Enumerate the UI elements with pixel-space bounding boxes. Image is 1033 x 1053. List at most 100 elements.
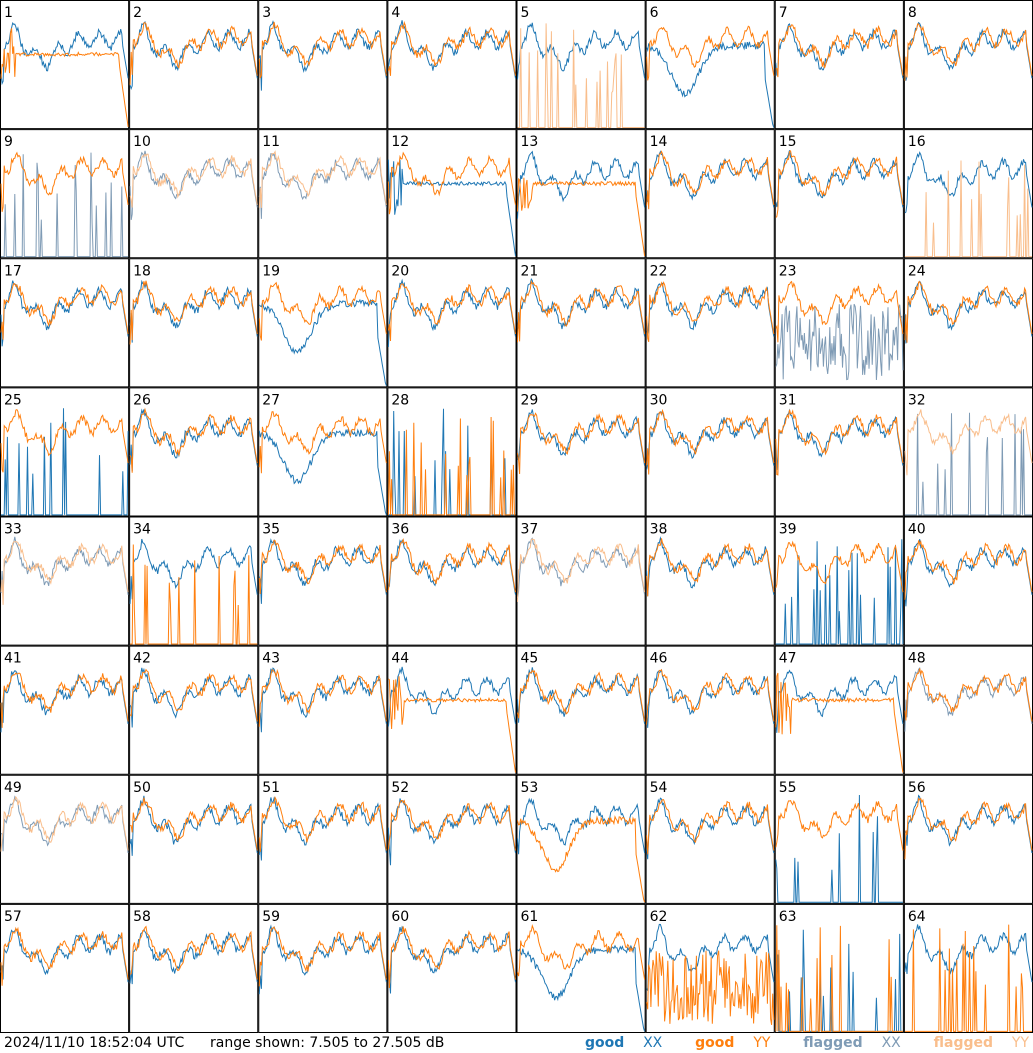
series-yy-panel-4 xyxy=(387,20,516,76)
series-yy-panel-7 xyxy=(775,24,904,78)
panel-frame xyxy=(129,258,259,388)
series-xx-panel-57 xyxy=(0,928,129,983)
series-yy-panel-10 xyxy=(129,153,258,208)
panel-frame xyxy=(645,645,775,775)
panel-label: 36 xyxy=(391,522,409,538)
panel-label: 30 xyxy=(650,392,668,408)
series-yy-panel-6 xyxy=(646,25,775,81)
series-yy-panel-3 xyxy=(258,21,387,79)
panel-3: 3 xyxy=(258,0,388,130)
series-xx-panel-8 xyxy=(904,21,1033,81)
panel-frame xyxy=(258,774,388,904)
panel-frame xyxy=(645,258,775,388)
panel-label: 64 xyxy=(908,909,926,925)
series-yy-panel-22 xyxy=(646,281,775,343)
series-xx-panel-53 xyxy=(517,797,646,855)
series-yy-panel-28 xyxy=(387,416,516,516)
series-yy-panel-53 xyxy=(517,815,646,903)
panel-label: 4 xyxy=(391,5,400,21)
panel-15: 15 xyxy=(774,129,904,259)
panel-5: 5 xyxy=(516,0,646,130)
panel-frame xyxy=(129,774,259,904)
panel-label: 39 xyxy=(779,522,797,538)
panel-frame xyxy=(129,516,259,646)
panel-label: 54 xyxy=(650,780,668,796)
series-yy-panel-5 xyxy=(517,23,645,128)
series-yy-panel-44 xyxy=(388,676,516,773)
panel-label: 33 xyxy=(4,522,22,538)
panel-frame xyxy=(0,0,130,130)
panel-label: 17 xyxy=(4,263,22,279)
panel-label: 51 xyxy=(262,780,280,796)
panel-label: 49 xyxy=(4,780,22,796)
series-xx-panel-3 xyxy=(258,20,387,91)
series-yy-panel-9 xyxy=(0,151,129,213)
series-xx-panel-6 xyxy=(646,40,775,128)
panel-frame xyxy=(645,516,775,646)
panel-label: 11 xyxy=(262,134,280,150)
series-yy-panel-42 xyxy=(129,668,258,722)
legend: good XX good YY flagged XX flagged YY xyxy=(557,1034,1029,1053)
panel-label: 9 xyxy=(4,134,13,150)
series-xx-panel-55 xyxy=(775,794,903,903)
series-xx-panel-33 xyxy=(0,536,129,595)
panel-label: 38 xyxy=(650,522,668,538)
panel-label: 29 xyxy=(521,392,539,408)
panel-4: 4 xyxy=(387,0,517,130)
series-yy-panel-45 xyxy=(517,669,646,722)
panel-frame xyxy=(387,387,517,517)
panel-frame xyxy=(0,903,130,1033)
panel-label: 57 xyxy=(4,909,22,925)
panel-26: 26 xyxy=(129,387,259,517)
series-yy-panel-48 xyxy=(904,668,1033,722)
series-xx-panel-16 xyxy=(904,151,1033,214)
series-yy-panel-20 xyxy=(387,283,516,342)
series-xx-panel-12 xyxy=(387,159,516,257)
panel-10: 10 xyxy=(129,129,259,259)
panel-frame xyxy=(645,0,775,130)
panel-62: 62 xyxy=(645,903,775,1033)
series-yy-panel-31 xyxy=(775,409,904,476)
panel-frame xyxy=(903,774,1033,904)
series-xx-panel-32 xyxy=(904,412,1032,516)
panel-label: 53 xyxy=(521,780,539,796)
series-xx-panel-52 xyxy=(387,798,516,866)
panel-label: 52 xyxy=(391,780,409,796)
panel-label: 8 xyxy=(908,5,917,21)
panel-12: 12 xyxy=(387,129,517,259)
panel-24: 24 xyxy=(903,258,1033,388)
panel-frame xyxy=(774,129,904,259)
series-xx-panel-59 xyxy=(258,924,387,995)
panel-frame xyxy=(774,0,904,130)
series-yy-panel-36 xyxy=(387,537,516,593)
panel-label: 5 xyxy=(521,5,530,21)
series-yy-panel-11 xyxy=(258,150,387,208)
panel-frame xyxy=(258,387,388,517)
panel-frame xyxy=(0,645,130,775)
series-xx-panel-26 xyxy=(129,408,258,471)
panel-frame xyxy=(516,129,646,259)
panel-frame xyxy=(903,258,1033,388)
panel-frame xyxy=(129,387,259,517)
series-yy-panel-37 xyxy=(517,538,646,602)
series-xx-panel-21 xyxy=(517,278,646,337)
series-xx-panel-29 xyxy=(517,409,646,466)
panel-61: 61 xyxy=(516,903,646,1033)
panel-label: 2 xyxy=(133,5,142,21)
panel-19: 19 xyxy=(258,258,388,388)
panel-43: 43 xyxy=(258,645,388,775)
panel-label: 60 xyxy=(391,909,409,925)
panel-label: 15 xyxy=(779,134,797,150)
series-xx-panel-30 xyxy=(646,410,775,470)
series-xx-panel-39 xyxy=(775,539,904,645)
series-yy-panel-2 xyxy=(129,22,258,85)
panel-label: 37 xyxy=(521,522,539,538)
panel-label: 3 xyxy=(262,5,271,21)
series-yy-panel-56 xyxy=(904,797,1033,860)
panel-frame xyxy=(903,645,1033,775)
series-xx-panel-40 xyxy=(904,539,1033,607)
series-yy-panel-46 xyxy=(646,668,775,725)
panel-label: 12 xyxy=(391,134,409,150)
panel-label: 6 xyxy=(650,5,659,21)
series-yy-panel-23 xyxy=(775,280,904,343)
